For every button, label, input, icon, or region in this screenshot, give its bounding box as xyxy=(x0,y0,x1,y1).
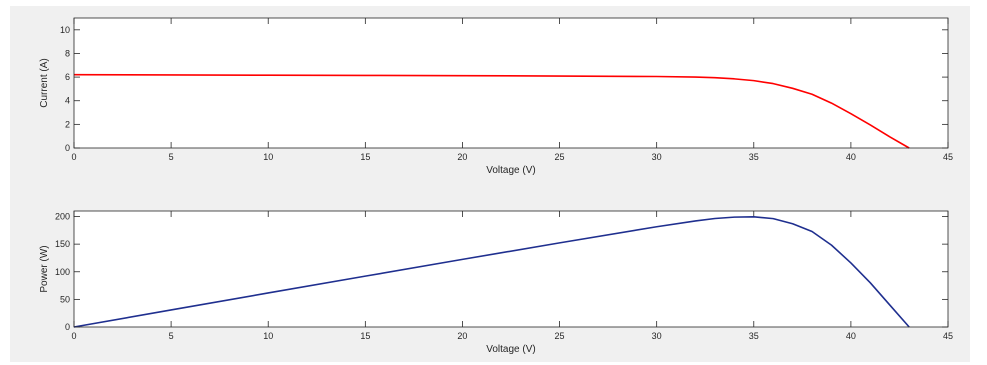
chart-1-y-tick-label: 10 xyxy=(60,25,70,35)
chart-2-x-tick-label: 25 xyxy=(555,331,565,341)
chart-1-y-tick-label: 2 xyxy=(65,119,70,129)
chart-1-x-tick-label: 45 xyxy=(943,152,953,162)
chart-1-x-tick-label: 40 xyxy=(846,152,856,162)
chart-2-y-tick-label: 0 xyxy=(65,322,70,332)
chart-2-series-1-line xyxy=(73,216,910,328)
chart-1-x-tick-label: 35 xyxy=(749,152,759,162)
chart-1-x-tick-label: 20 xyxy=(457,152,467,162)
chart-2-axes: 0 5 10 15 20 25 30 35 40 45 0 50 100 150 200 Voltage (V… xyxy=(39,210,953,355)
chart-1-plot-area xyxy=(74,18,948,148)
chart-2-x-axis-label: Voltage (V) xyxy=(486,344,535,355)
chart-1-x-tick-label: 0 xyxy=(71,152,76,162)
chart-2-axes-box xyxy=(73,210,949,328)
chart-1-series-1-line xyxy=(73,73,910,149)
chart-2-x-tick-label: 10 xyxy=(263,331,273,341)
chart-1-x-tick-label: 30 xyxy=(652,152,662,162)
chart-1-x-tick-label: 5 xyxy=(169,152,174,162)
chart-2-x-tick-label: 20 xyxy=(457,331,467,341)
chart-1-x-tick-label: 25 xyxy=(555,152,565,162)
chart-1-y-axis-label: Current (A) xyxy=(39,58,50,107)
chart-2-y-tick-label: 100 xyxy=(55,267,70,277)
chart-1-axes: 0 5 10 15 20 25 30 35 40 45 0 2 4 6 8 10 Voltage (V) Curr… xyxy=(39,17,953,176)
chart-1-y-tick-label: 4 xyxy=(65,96,70,106)
chart-2-y-tick-label: 200 xyxy=(55,212,70,222)
chart-2-x-tick-label: 15 xyxy=(360,331,370,341)
chart-1-x-tick-label: 10 xyxy=(263,152,273,162)
chart-2-x-tick-label: 0 xyxy=(71,331,76,341)
chart-1-y-tick-label: 8 xyxy=(65,48,70,58)
chart-1-y-tick-label: 6 xyxy=(65,72,70,82)
chart-1-x-axis-label: Voltage (V) xyxy=(486,165,535,176)
chart-2-x-tick-label: 30 xyxy=(652,331,662,341)
chart-2-x-tick-label: 45 xyxy=(943,331,953,341)
chart-2-y-axis-label: Power (W) xyxy=(39,245,50,292)
chart-2-y-tick-label: 50 xyxy=(60,294,70,304)
chart-2-x-tick-label: 5 xyxy=(169,331,174,341)
plots-canvas: 0 5 10 15 20 25 30 35 40 45 0 2 4 6 8 10 Voltage (V) Curr… xyxy=(39,17,953,355)
chart-2-y-tick-label: 150 xyxy=(55,239,70,249)
figure-window: 0 5 10 15 20 25 30 35 40 45 0 2 4 6 8 10 Voltage (V) Curr… xyxy=(10,6,970,362)
chart-2-x-tick-label: 40 xyxy=(846,331,856,341)
chart-2-plot-area xyxy=(74,211,948,327)
chart-1-x-tick-label: 15 xyxy=(360,152,370,162)
chart-1-axes-box xyxy=(73,17,949,149)
chart-1-y-tick-label: 0 xyxy=(65,143,70,153)
chart-2-x-tick-label: 35 xyxy=(749,331,759,341)
